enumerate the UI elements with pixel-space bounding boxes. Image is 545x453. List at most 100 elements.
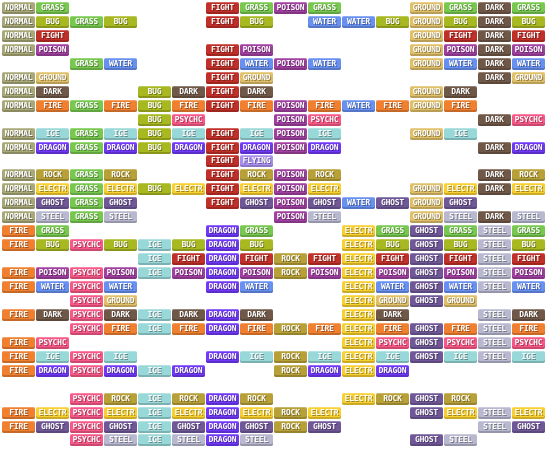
type-chip-dark: DARK bbox=[478, 57, 511, 70]
type-chip-poison: POISON bbox=[444, 43, 477, 56]
type-chip-ghost: GHOST bbox=[172, 420, 205, 433]
type-chip-steel: STEEL bbox=[36, 211, 69, 224]
type-chip-bug: BUG bbox=[36, 239, 69, 252]
type-chip-rock: ROCK bbox=[512, 169, 545, 182]
type-chip-ige: IGE bbox=[512, 350, 545, 363]
type-chip-ghost: GHOST bbox=[308, 197, 341, 210]
type-chip-steel: STEEL bbox=[478, 350, 511, 363]
type-chip-psychc: PSYCHC bbox=[70, 350, 103, 363]
type-chip-electr: ELECTR bbox=[512, 406, 545, 419]
type-chip-psychc: PSYCHC bbox=[70, 322, 103, 335]
type-chip-normal: NORMAL bbox=[2, 141, 35, 154]
type-chip-poison: POISON bbox=[274, 183, 307, 196]
type-chip-ghost: GHOST bbox=[410, 225, 443, 238]
type-chip-normal: NORMAL bbox=[2, 197, 35, 210]
type-chip-dragon: DRAGON bbox=[36, 364, 69, 377]
type-chip-poison: POISON bbox=[274, 169, 307, 182]
type-chip-fight: FIGHT bbox=[512, 29, 545, 42]
type-chip-dark: DARK bbox=[240, 308, 273, 321]
type-chip-ground: GROUND bbox=[36, 71, 69, 84]
type-chip-dark: DARK bbox=[478, 2, 511, 14]
type-chip-fight: FIGHT bbox=[512, 253, 545, 266]
type-chip-ground: GROUND bbox=[410, 85, 443, 98]
type-chip-fire: FIRE bbox=[2, 308, 35, 321]
type-chip-ghost: GHOST bbox=[410, 406, 443, 419]
type-chip-ground: GROUND bbox=[410, 43, 443, 56]
type-chip-ghost: GHOST bbox=[444, 197, 477, 210]
type-chip-electr: ELECTR bbox=[342, 336, 375, 349]
type-chip-bug: BUG bbox=[444, 15, 477, 28]
type-chip-poison: POISON bbox=[512, 267, 545, 280]
type-chip-ige: IGE bbox=[138, 308, 171, 321]
type-chip-bug: BUG bbox=[376, 239, 409, 252]
type-chip-psychc: PSYCHC bbox=[70, 434, 103, 447]
type-chip-fire: FIRE bbox=[2, 406, 35, 419]
type-chip-rock: ROCK bbox=[104, 392, 137, 405]
type-chip-rock: ROCK bbox=[274, 350, 307, 363]
type-chip-rock: ROCK bbox=[240, 392, 273, 405]
type-chip-steel: STEEL bbox=[478, 253, 511, 266]
type-chip-grass: GRASS bbox=[240, 2, 273, 14]
type-chip-dragon: DRAGON bbox=[376, 364, 409, 377]
type-chip-water: WATER bbox=[342, 99, 375, 112]
type-chip-dragon: DRAGON bbox=[308, 364, 341, 377]
type-chip-rock: ROCK bbox=[308, 169, 341, 182]
type-chip-ige: IGE bbox=[308, 127, 341, 140]
type-chip-poison: POISON bbox=[274, 211, 307, 224]
type-chip-ghost: GHOST bbox=[104, 197, 137, 210]
type-chip-grass: GRASS bbox=[444, 225, 477, 238]
type-chip-grass: GRASS bbox=[70, 197, 103, 210]
type-chip-rock: ROCK bbox=[240, 169, 273, 182]
type-chip-water: WATER bbox=[444, 281, 477, 293]
type-chip-grass: GRASS bbox=[308, 2, 341, 14]
type-chip-ghost: GHOST bbox=[240, 197, 273, 210]
type-chip-fight: FIGHT bbox=[376, 253, 409, 266]
type-chip-psychc: PSYCHC bbox=[172, 113, 205, 126]
type-chip-grass: GRASS bbox=[70, 127, 103, 140]
type-chip-ghost: GHOST bbox=[410, 350, 443, 363]
type-chip-steel: STEEL bbox=[104, 211, 137, 224]
type-chip-fire: FIRE bbox=[2, 364, 35, 377]
type-chip-grass: GRASS bbox=[444, 2, 477, 14]
type-chip-fire: FIRE bbox=[444, 99, 477, 112]
type-chip-steel: STEEL bbox=[478, 406, 511, 419]
type-chip-poison: POISON bbox=[274, 57, 307, 70]
type-chip-poison: POISON bbox=[104, 267, 137, 280]
type-chip-dark: DARK bbox=[478, 43, 511, 56]
type-chip-ige: IGE bbox=[138, 406, 171, 419]
type-chip-ige: IGE bbox=[104, 127, 137, 140]
type-chip-electr: ELECTR bbox=[240, 183, 273, 196]
type-chip-psychc: PSYCHC bbox=[70, 406, 103, 419]
type-chip-grass: GRASS bbox=[240, 225, 273, 238]
type-chip-psychc: PSYCHC bbox=[308, 113, 341, 126]
type-chip-fight: FIGHT bbox=[206, 71, 239, 84]
type-chip-rock: ROCK bbox=[274, 406, 307, 419]
type-chip-steel: STEEL bbox=[104, 434, 137, 447]
type-chip-rock: ROCK bbox=[376, 392, 409, 405]
type-chip-ground: GROUND bbox=[512, 71, 545, 84]
type-chip-dragon: DRAGON bbox=[104, 141, 137, 154]
type-chip-electr: ELECTR bbox=[240, 406, 273, 419]
type-chip-grass: GRASS bbox=[70, 57, 103, 70]
type-chip-psychc: PSYCHC bbox=[70, 364, 103, 377]
type-chip-normal: NORMAL bbox=[2, 211, 35, 224]
type-chip-poison: POISON bbox=[308, 267, 341, 280]
type-chip-fight: FIGHT bbox=[206, 99, 239, 112]
type-chip-dragon: DRAGON bbox=[240, 141, 273, 154]
type-chip-electr: ELECTR bbox=[36, 183, 69, 196]
type-chip-ige: IGE bbox=[444, 350, 477, 363]
type-chip-steel: STEEL bbox=[478, 308, 511, 321]
type-chip-ghost: GHOST bbox=[410, 336, 443, 349]
type-chip-dragon: DRAGON bbox=[206, 239, 239, 252]
type-chip-dragon: DRAGON bbox=[308, 141, 341, 154]
type-chip-water: WATER bbox=[36, 281, 69, 293]
type-chip-psychc: PSYCHC bbox=[444, 336, 477, 349]
type-chip-ground: GROUND bbox=[410, 15, 443, 28]
type-chip-bug: BUG bbox=[138, 85, 171, 98]
type-chip-grass: GRASS bbox=[512, 2, 545, 14]
type-chip-steel: STEEL bbox=[444, 434, 477, 447]
type-chip-poison: POISON bbox=[240, 43, 273, 56]
type-chip-fight: FIGHT bbox=[206, 85, 239, 98]
type-chip-dark: DARK bbox=[172, 308, 205, 321]
type-chip-water: WATER bbox=[308, 15, 341, 28]
